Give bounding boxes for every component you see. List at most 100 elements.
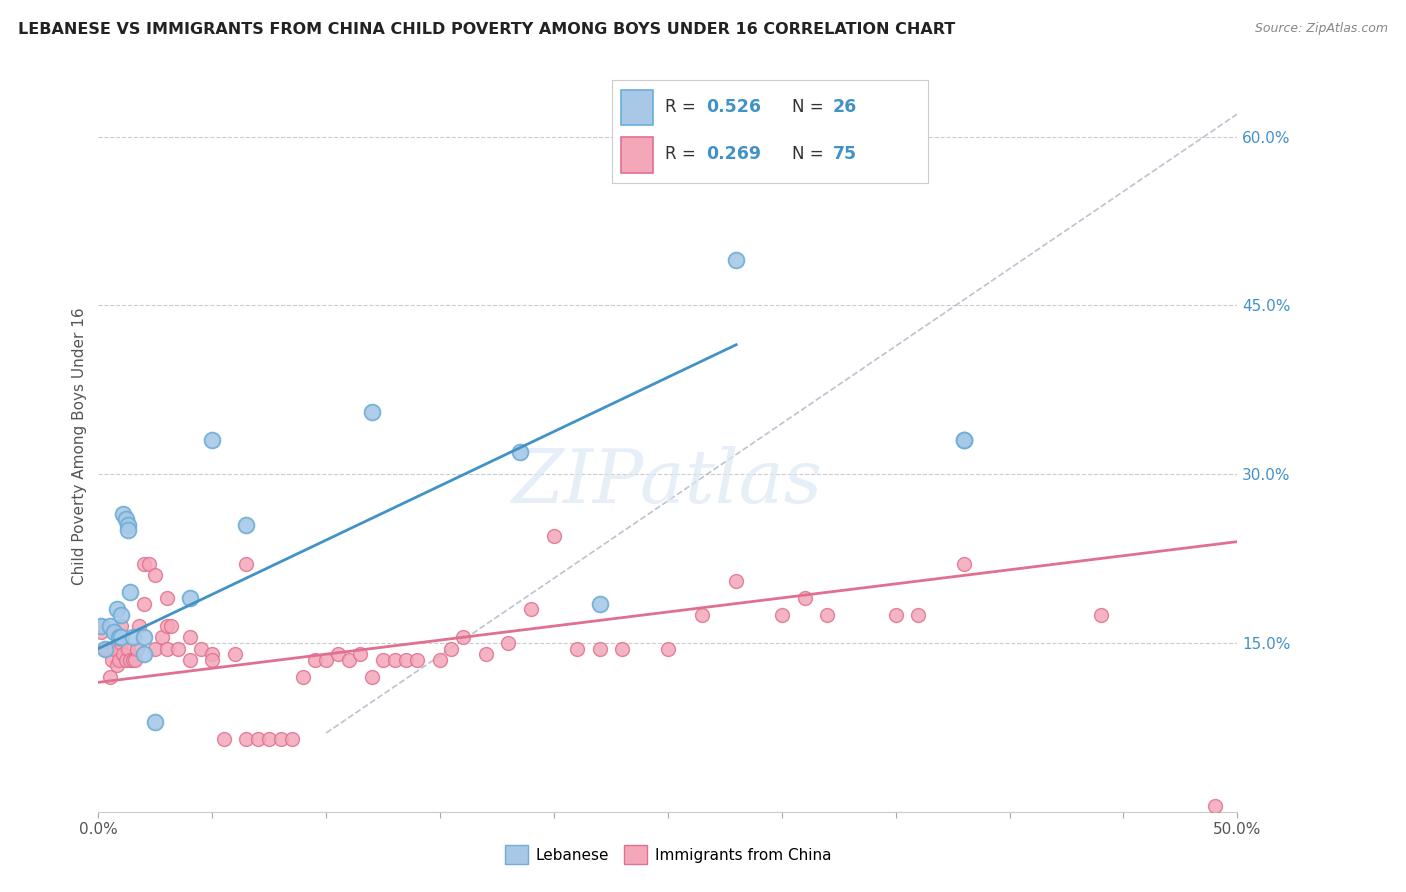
Point	[110, 636, 132, 650]
Point	[150, 630, 173, 644]
Point	[498, 636, 520, 650]
Point	[160, 619, 183, 633]
Point	[105, 602, 128, 616]
Text: Source: ZipAtlas.com: Source: ZipAtlas.com	[1254, 22, 1388, 36]
Point	[292, 670, 315, 684]
Point	[451, 630, 474, 644]
Point	[117, 641, 139, 656]
Point	[94, 641, 117, 656]
Point	[127, 641, 149, 656]
Point	[349, 647, 371, 661]
Point	[103, 624, 125, 639]
Legend: Lebanese, Immigrants from China: Lebanese, Immigrants from China	[499, 839, 837, 870]
Point	[384, 653, 406, 667]
Text: R =: R =	[665, 145, 702, 163]
Point	[259, 731, 281, 746]
Point	[474, 647, 496, 661]
Point	[1204, 799, 1226, 814]
Point	[953, 557, 976, 571]
Text: LEBANESE VS IMMIGRANTS FROM CHINA CHILD POVERTY AMONG BOYS UNDER 16 CORRELATION : LEBANESE VS IMMIGRANTS FROM CHINA CHILD …	[18, 22, 956, 37]
Point	[326, 647, 349, 661]
Point	[124, 653, 146, 667]
Point	[304, 653, 326, 667]
Point	[120, 585, 142, 599]
Point	[156, 641, 179, 656]
Point	[224, 647, 246, 661]
Text: ZIPatlas: ZIPatlas	[512, 446, 824, 519]
Point	[96, 641, 118, 656]
Text: 0.269: 0.269	[707, 145, 762, 163]
Point	[509, 444, 531, 458]
Point	[110, 607, 132, 622]
FancyBboxPatch shape	[621, 136, 652, 173]
Point	[235, 557, 257, 571]
Point	[132, 647, 155, 661]
Point	[770, 607, 793, 622]
Point	[105, 658, 128, 673]
Point	[907, 607, 929, 622]
Point	[588, 641, 610, 656]
Point	[132, 630, 155, 644]
Point	[114, 512, 136, 526]
Point	[145, 641, 167, 656]
Point	[138, 557, 160, 571]
Point	[315, 653, 337, 667]
Text: 26: 26	[832, 98, 858, 116]
Point	[793, 591, 815, 605]
Point	[725, 574, 748, 588]
Point	[167, 641, 190, 656]
Point	[235, 517, 257, 532]
Point	[108, 630, 131, 644]
Point	[246, 731, 269, 746]
Point	[201, 647, 224, 661]
Point	[112, 647, 135, 661]
Point	[953, 434, 976, 448]
Point	[543, 529, 565, 543]
Point	[117, 524, 139, 538]
FancyBboxPatch shape	[621, 89, 652, 126]
Text: N =: N =	[792, 98, 828, 116]
Text: R =: R =	[665, 98, 702, 116]
Point	[112, 507, 135, 521]
Point	[98, 670, 121, 684]
Point	[406, 653, 429, 667]
Point	[884, 607, 907, 622]
Point	[337, 653, 360, 667]
Point	[94, 641, 117, 656]
Point	[565, 641, 588, 656]
Point	[190, 641, 212, 656]
Point	[815, 607, 838, 622]
Point	[90, 619, 112, 633]
Point	[201, 653, 224, 667]
Point	[371, 653, 394, 667]
Y-axis label: Child Poverty Among Boys Under 16: Child Poverty Among Boys Under 16	[72, 307, 87, 585]
Point	[110, 630, 132, 644]
Point	[114, 653, 136, 667]
Point	[395, 653, 418, 667]
Point	[145, 714, 167, 729]
Point	[179, 653, 201, 667]
Point	[520, 602, 543, 616]
Point	[360, 405, 382, 419]
Point	[90, 624, 112, 639]
Point	[690, 607, 713, 622]
Point	[98, 619, 121, 633]
Point	[201, 434, 224, 448]
Point	[1090, 607, 1112, 622]
Point	[725, 253, 748, 268]
Point	[132, 557, 155, 571]
Point	[281, 731, 304, 746]
Point	[121, 653, 143, 667]
Point	[179, 591, 201, 605]
Point	[179, 630, 201, 644]
Text: 0.526: 0.526	[707, 98, 762, 116]
Point	[657, 641, 679, 656]
Point	[117, 517, 139, 532]
Point	[429, 653, 451, 667]
Point	[110, 619, 132, 633]
Point	[145, 568, 167, 582]
Text: 75: 75	[832, 145, 858, 163]
Point	[270, 731, 292, 746]
Point	[612, 641, 634, 656]
Point	[120, 653, 142, 667]
